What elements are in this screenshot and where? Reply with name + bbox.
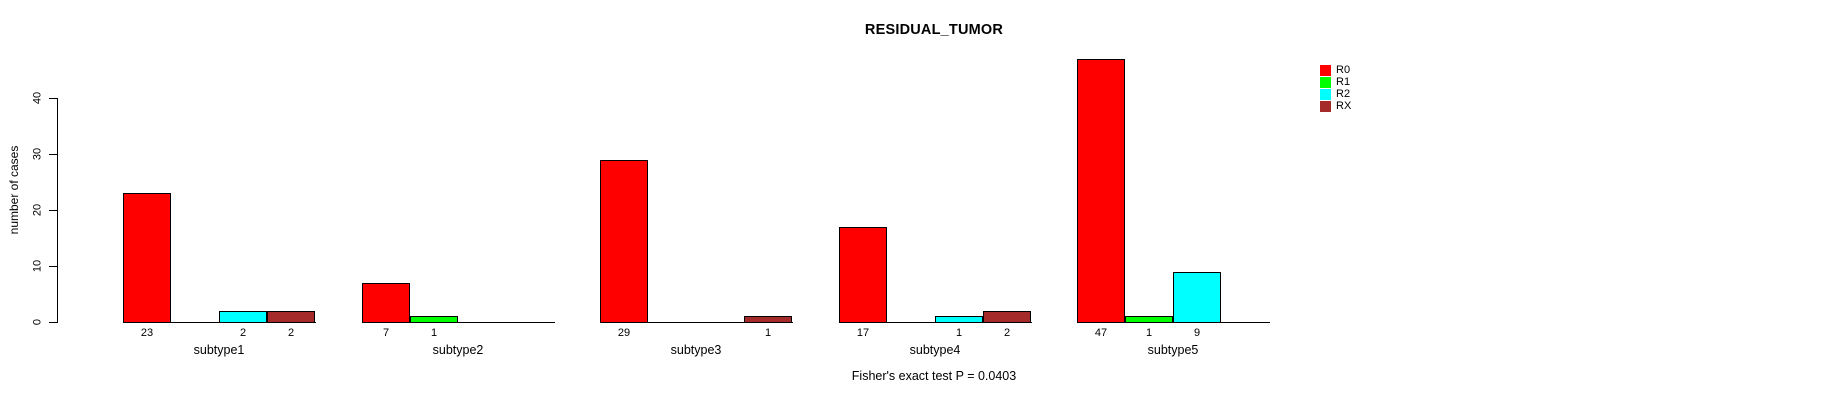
- legend-label: R1: [1336, 76, 1351, 88]
- y-axis-tick: [49, 154, 57, 155]
- legend-label: R2: [1336, 88, 1351, 100]
- x-category-label: subtype3: [670, 343, 722, 357]
- legend-item-rx: RX: [1320, 100, 1351, 112]
- y-tick-label: 20: [31, 203, 44, 217]
- bar-value-label: 1: [955, 327, 963, 339]
- legend-item-r1: R1: [1320, 76, 1351, 88]
- x-category-label: subtype2: [432, 343, 484, 357]
- bar-value-label: 17: [856, 327, 870, 339]
- bar-value-label: 1: [430, 327, 438, 339]
- x-category-label: subtype1: [193, 343, 245, 357]
- bar-r1-subtype2: [410, 316, 458, 323]
- legend-item-r2: R2: [1320, 88, 1351, 100]
- group-baseline: [362, 322, 555, 323]
- bar-r0-subtype5: [1077, 59, 1125, 323]
- bar-value-label: 1: [764, 327, 772, 339]
- y-axis: [57, 98, 58, 323]
- legend-swatch-r2: [1320, 88, 1331, 100]
- y-axis-label: number of cases: [7, 145, 21, 235]
- x-category-label: subtype4: [909, 343, 961, 357]
- legend-swatch-rx: [1320, 100, 1331, 112]
- legend-swatch-r0: [1320, 64, 1331, 76]
- bar-r2-subtype4: [935, 316, 983, 323]
- y-tick-label: 40: [31, 91, 44, 105]
- bar-rx-subtype4: [983, 311, 1031, 323]
- y-axis-tick: [49, 98, 57, 99]
- bar-r1-subtype5: [1125, 316, 1173, 323]
- y-axis-tick: [49, 322, 57, 323]
- bar-r2-subtype5: [1173, 272, 1221, 323]
- bar-r0-subtype3: [600, 160, 648, 323]
- legend-label: RX: [1336, 100, 1352, 112]
- chart-title: RESIDUAL_TUMOR: [864, 22, 1004, 38]
- legend-item-r0: R0: [1320, 64, 1351, 76]
- bar-value-label: 1: [1145, 327, 1153, 339]
- y-tick-label: 0: [31, 318, 44, 326]
- y-tick-label: 30: [31, 147, 44, 161]
- bar-value-label: 9: [1193, 327, 1201, 339]
- legend-swatch-r1: [1320, 76, 1331, 88]
- legend-label: R0: [1336, 64, 1351, 76]
- bar-rx-subtype3: [744, 316, 792, 323]
- bar-rx-subtype1: [267, 311, 315, 323]
- bar-value-label: 2: [287, 327, 295, 339]
- bar-value-label: 29: [617, 327, 631, 339]
- y-axis-tick: [49, 210, 57, 211]
- bar-r0-subtype2: [362, 283, 410, 323]
- bar-value-label: 7: [382, 327, 390, 339]
- y-tick-label: 10: [31, 259, 44, 273]
- bar-r0-subtype1: [123, 193, 171, 323]
- x-category-label: subtype5: [1147, 343, 1199, 357]
- bar-r0-subtype4: [839, 227, 887, 323]
- y-axis-tick: [49, 266, 57, 267]
- bar-r2-subtype1: [219, 311, 267, 323]
- stat-annotation: Fisher's exact test P = 0.0403: [851, 369, 1017, 383]
- group-baseline: [600, 322, 793, 323]
- bar-value-label: 23: [140, 327, 154, 339]
- bar-value-label: 2: [1003, 327, 1011, 339]
- legend: R0 R1 R2 RX: [1320, 64, 1351, 112]
- bar-value-label: 2: [239, 327, 247, 339]
- bar-value-label: 47: [1094, 327, 1108, 339]
